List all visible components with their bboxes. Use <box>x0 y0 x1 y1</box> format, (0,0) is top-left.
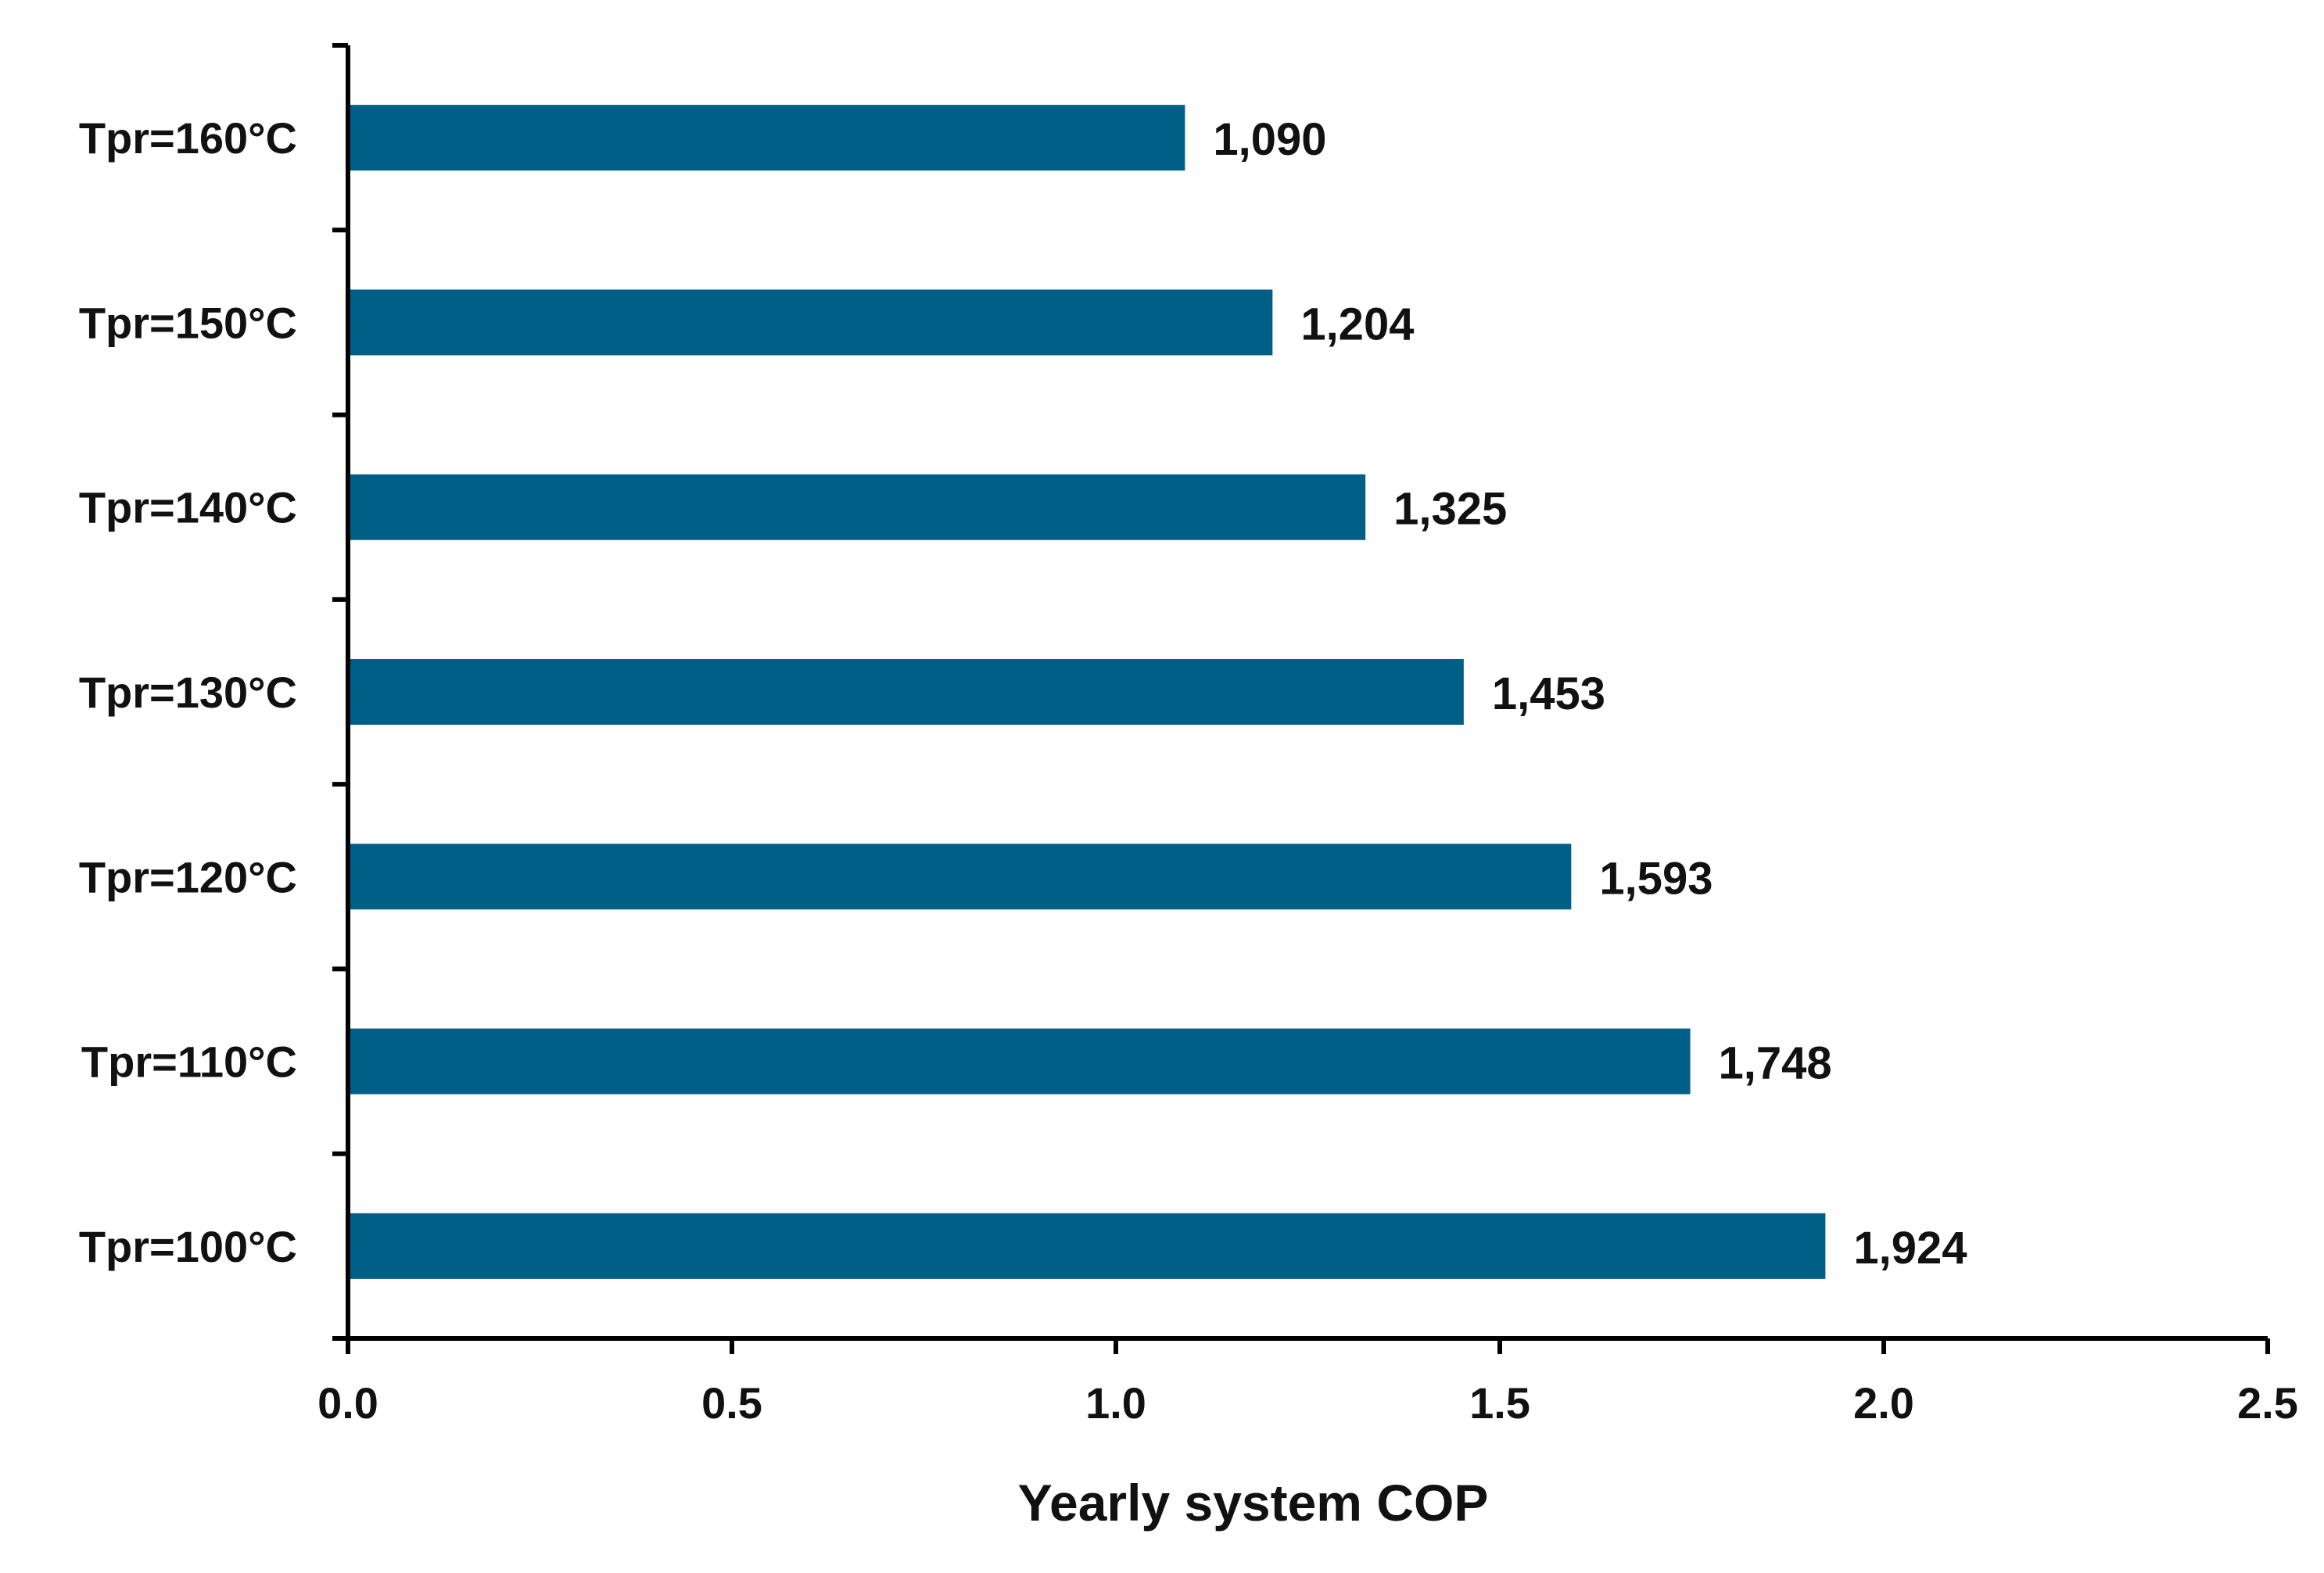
data-label: 1,090 <box>1213 114 1326 165</box>
data-label: 1,204 <box>1300 299 1414 349</box>
labels-layer: Tpr=160°C 1,090 Tpr=150°C 1,204 Tpr=140°C 1,3… <box>79 113 2298 1428</box>
bars-layer <box>348 105 1826 1279</box>
category-label: Tpr=120°C <box>79 852 297 901</box>
category-label: Tpr=130°C <box>79 668 297 717</box>
category-label: Tpr=160°C <box>79 113 297 163</box>
data-label: 1,924 <box>1853 1223 1967 1274</box>
bar-3 <box>348 659 1464 725</box>
axes-layer <box>346 45 2268 1341</box>
ticks-layer <box>332 43 2270 1354</box>
x-tick-label: 2.5 <box>2237 1378 2298 1428</box>
x-tick-label: 1.0 <box>1085 1378 1146 1428</box>
x-tick-label: 0.0 <box>317 1378 378 1428</box>
bar-2 <box>348 474 1366 540</box>
bar-6 <box>348 1213 1826 1279</box>
data-label: 1,593 <box>1599 853 1713 904</box>
x-tick-label: 1.5 <box>1469 1378 1530 1428</box>
category-label: Tpr=100°C <box>79 1222 297 1271</box>
x-tick-label: 0.5 <box>701 1378 762 1428</box>
data-label: 1,325 <box>1393 484 1507 535</box>
data-label: 1,453 <box>1492 668 1605 719</box>
bar-5 <box>348 1028 1691 1095</box>
data-label: 1,748 <box>1719 1038 1832 1089</box>
x-tick-label: 2.0 <box>1853 1378 1914 1428</box>
category-label: Tpr=140°C <box>79 483 297 532</box>
bar-4 <box>348 844 1572 910</box>
category-label: Tpr=110°C <box>81 1037 297 1087</box>
bar-1 <box>348 289 1273 356</box>
bar-0 <box>348 105 1185 171</box>
x-axis-title: Yearly system COP <box>1018 1474 1489 1532</box>
category-label: Tpr=150°C <box>79 298 297 347</box>
